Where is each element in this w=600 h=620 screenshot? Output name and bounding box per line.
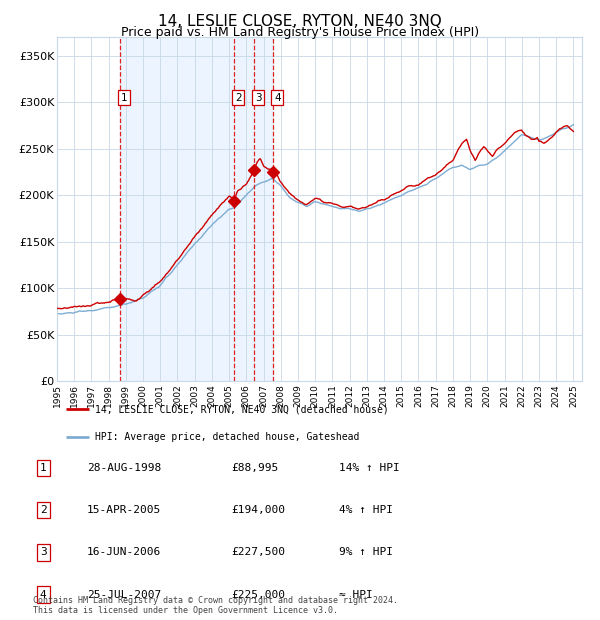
Text: 28-AUG-1998: 28-AUG-1998: [87, 463, 161, 473]
Text: £194,000: £194,000: [231, 505, 285, 515]
Text: 1: 1: [121, 92, 127, 103]
Text: £88,995: £88,995: [231, 463, 278, 473]
Text: 9% ↑ HPI: 9% ↑ HPI: [339, 547, 393, 557]
Text: 3: 3: [40, 547, 47, 557]
Text: 2: 2: [40, 505, 47, 515]
Text: 2: 2: [235, 92, 241, 103]
Text: 14% ↑ HPI: 14% ↑ HPI: [339, 463, 400, 473]
Text: 3: 3: [255, 92, 262, 103]
Text: 15-APR-2005: 15-APR-2005: [87, 505, 161, 515]
Text: 14, LESLIE CLOSE, RYTON, NE40 3NQ: 14, LESLIE CLOSE, RYTON, NE40 3NQ: [158, 14, 442, 29]
Text: 16-JUN-2006: 16-JUN-2006: [87, 547, 161, 557]
Text: 4: 4: [40, 590, 47, 600]
Text: HPI: Average price, detached house, Gateshead: HPI: Average price, detached house, Gate…: [95, 432, 359, 442]
Text: 1: 1: [40, 463, 47, 473]
Text: 25-JUL-2007: 25-JUL-2007: [87, 590, 161, 600]
Text: ≈ HPI: ≈ HPI: [339, 590, 373, 600]
Text: 4: 4: [274, 92, 281, 103]
Text: £225,000: £225,000: [231, 590, 285, 600]
Text: 14, LESLIE CLOSE, RYTON, NE40 3NQ (detached house): 14, LESLIE CLOSE, RYTON, NE40 3NQ (detac…: [95, 404, 389, 414]
Text: 4% ↑ HPI: 4% ↑ HPI: [339, 505, 393, 515]
Text: Price paid vs. HM Land Registry's House Price Index (HPI): Price paid vs. HM Land Registry's House …: [121, 26, 479, 39]
Text: £227,500: £227,500: [231, 547, 285, 557]
Text: Contains HM Land Registry data © Crown copyright and database right 2024.
This d: Contains HM Land Registry data © Crown c…: [33, 596, 398, 615]
Bar: [120, 37, 273, 381]
